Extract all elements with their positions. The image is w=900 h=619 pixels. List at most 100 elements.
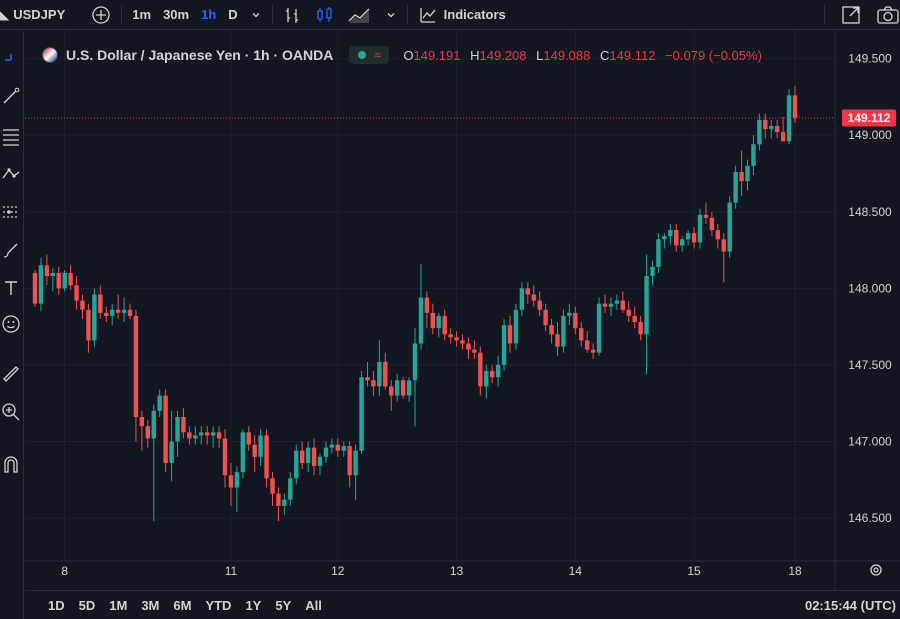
candle-body	[56, 273, 61, 289]
candle	[335, 438, 341, 457]
candle-body	[44, 265, 50, 277]
compare-symbol-button[interactable]	[85, 0, 117, 30]
candle	[668, 224, 673, 246]
interval-dropdown[interactable]	[244, 0, 268, 30]
fib-retracement-icon[interactable]	[0, 123, 22, 149]
candle-body	[757, 119, 762, 145]
candle	[703, 202, 709, 225]
range-1m[interactable]: 1M	[109, 597, 128, 613]
drawing-toolbar	[0, 31, 24, 619]
candle-body	[258, 435, 263, 457]
interval-1m[interactable]: 1m	[132, 7, 152, 22]
candle-body	[389, 386, 394, 396]
candle	[579, 322, 584, 347]
range-5y[interactable]: 5Y	[275, 597, 292, 613]
candle	[727, 196, 732, 258]
symbol-label: USDJPY	[13, 7, 66, 22]
range-3m[interactable]: 3M	[141, 597, 160, 613]
price-axis[interactable]: 149.500 149.000 148.500 148.000 147.500 147.0…	[848, 52, 892, 526]
candle	[145, 420, 151, 448]
chart-legend: U.S. Dollar / Japanese Yen · 1h · OANDA …	[42, 44, 762, 66]
candle	[270, 472, 275, 506]
candle-body	[187, 432, 192, 439]
candles-chart-type-button[interactable]	[309, 0, 341, 30]
candle	[234, 466, 240, 512]
candle-body	[727, 202, 732, 252]
candle-body	[288, 478, 293, 500]
ruler-icon[interactable]	[0, 361, 22, 387]
candle	[525, 282, 531, 304]
candle	[115, 294, 121, 319]
pattern-tool-icon[interactable]	[0, 161, 22, 187]
candle	[282, 493, 287, 516]
candle-body	[151, 410, 156, 439]
candle	[412, 328, 418, 427]
magnet-icon[interactable]	[0, 451, 22, 477]
symbol-title[interactable]: U.S. Dollar / Japanese Yen · 1h · OANDA	[66, 47, 334, 63]
candle-body	[329, 444, 335, 448]
range-6m[interactable]: 6M	[173, 597, 192, 613]
settings-gear-icon[interactable]	[870, 564, 882, 576]
candle	[786, 89, 792, 145]
symbol-search[interactable]: ◣ USDJPY	[0, 0, 71, 30]
chart-pane[interactable]: 149.500 149.000 148.500 148.000 147.500 147.0…	[25, 31, 900, 619]
text-tool-icon[interactable]	[0, 275, 22, 301]
candle	[656, 233, 661, 274]
candle	[733, 165, 738, 209]
candle	[127, 303, 133, 319]
interval-1h[interactable]: 1h	[201, 7, 217, 22]
candle	[674, 224, 679, 252]
range-1d[interactable]: 1D	[48, 597, 65, 613]
candle-body	[489, 371, 495, 378]
range-5d[interactable]: 5D	[78, 597, 96, 613]
candle-body	[98, 294, 103, 313]
range-1y[interactable]: 1Y	[245, 597, 262, 613]
range-all[interactable]: All	[305, 597, 322, 613]
utc-clock[interactable]: 02:15:44 (UTC)	[804, 597, 896, 613]
brush-icon[interactable]	[0, 237, 22, 263]
indicators-button[interactable]: Indicators	[412, 0, 512, 30]
trend-line-icon[interactable]	[0, 83, 22, 109]
candle	[650, 260, 655, 286]
interval-30m[interactable]: 30m	[163, 7, 190, 22]
time-axis[interactable]: 8 11 12 13 14 15 18	[61, 564, 802, 578]
area-chart-type-button[interactable]	[341, 0, 379, 30]
time-tick-label: 12	[331, 564, 345, 578]
candle-body	[400, 380, 406, 396]
candle	[38, 257, 44, 312]
candle-body	[668, 230, 673, 237]
candle	[662, 233, 667, 249]
range-ytd[interactable]: YTD	[205, 597, 232, 613]
snapshot-button[interactable]	[870, 0, 900, 30]
candle	[44, 254, 50, 286]
candlestick-chart[interactable]: 149.500 149.000 148.500 148.000 147.500 147.0…	[25, 31, 900, 590]
bar-chart-type-button[interactable]	[277, 0, 309, 30]
interval-d[interactable]: D	[228, 7, 238, 22]
candle	[418, 263, 424, 350]
candle-body	[38, 265, 44, 304]
zoom-in-icon[interactable]	[0, 399, 22, 425]
candle	[460, 334, 465, 350]
fullscreen-button[interactable]	[834, 0, 868, 30]
market-status-badge[interactable]: ≈	[349, 46, 390, 64]
candle-body	[412, 343, 418, 381]
forecast-tool-icon[interactable]	[0, 199, 22, 225]
candle	[62, 269, 67, 292]
candle	[632, 306, 637, 329]
candle-body	[127, 309, 133, 316]
emoji-icon[interactable]	[0, 311, 22, 337]
candle-body	[32, 273, 38, 304]
candle-body	[519, 288, 525, 310]
candle-body	[121, 309, 127, 313]
candle	[216, 426, 222, 448]
candle-body	[436, 315, 441, 329]
candle	[371, 371, 376, 396]
open-label: O	[403, 47, 414, 63]
low-value: 149.088	[543, 47, 591, 63]
chart-type-dropdown[interactable]	[379, 0, 403, 30]
high-value: 149.208	[479, 47, 527, 63]
candle-body	[656, 239, 661, 267]
crosshair-icon[interactable]	[0, 47, 22, 73]
toolbar-divider	[121, 4, 123, 25]
candle-body	[644, 276, 649, 335]
